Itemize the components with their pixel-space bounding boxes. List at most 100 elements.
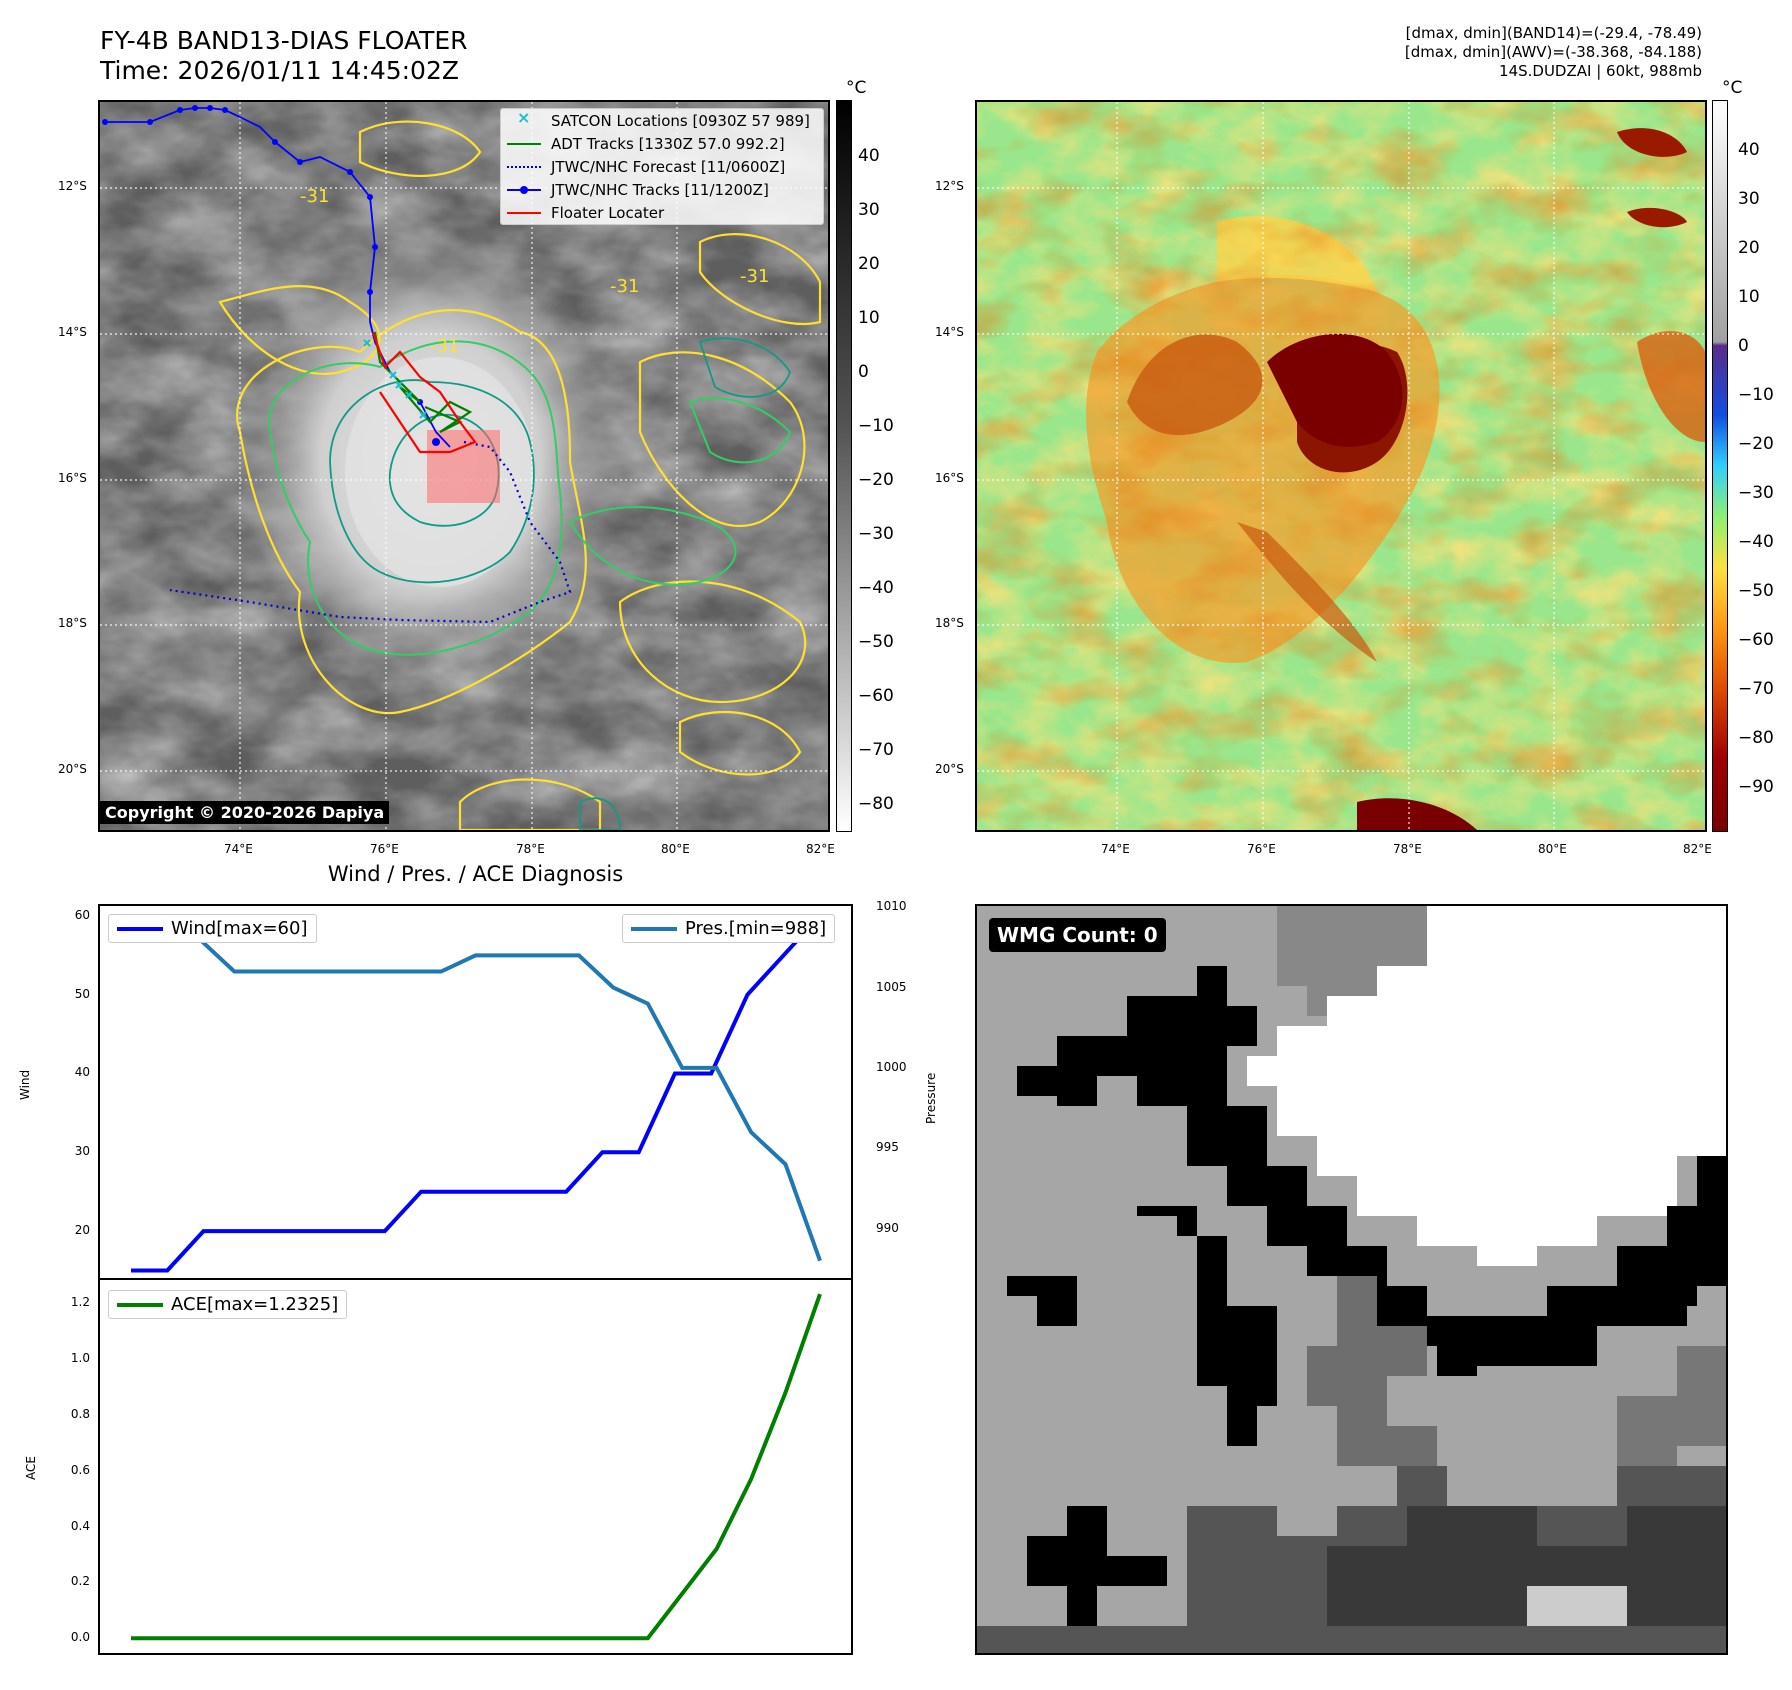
- dotted-line-icon: [507, 160, 541, 174]
- colorbar-tick: −40: [1738, 532, 1774, 552]
- colorbar-tick: −20: [1738, 434, 1774, 454]
- pressure-legend: Pres.[min=988]: [622, 914, 836, 943]
- axis-tick: 0.4: [70, 1518, 90, 1533]
- ir-map-panel: -31 -31 -31 -31 ×: [98, 100, 830, 832]
- map-legend: × SATCON Locations [0930Z 57 989] ADT Tr…: [500, 108, 824, 225]
- colorbar-tick: 20: [858, 254, 880, 274]
- colorbar-tick: −60: [858, 686, 894, 706]
- storm-info: [dmax, dmin](BAND14)=(-29.4, -78.49) [dm…: [1405, 24, 1702, 81]
- axis-tick: 20: [74, 1223, 90, 1238]
- contour-green: [268, 340, 792, 656]
- colorbar-tick: −60: [1738, 630, 1774, 650]
- colorbar-tick: −80: [858, 794, 894, 814]
- title-line-1: FY-4B BAND13-DIAS FLOATER: [100, 26, 468, 55]
- colorbar-tick: −80: [1738, 728, 1774, 748]
- pressure-axis-label: Pressure: [924, 1072, 938, 1124]
- lat-label: 16°S: [935, 471, 964, 485]
- satcon-points: [363, 339, 427, 419]
- lon-label: 82°E: [1683, 842, 1712, 856]
- colorbar-tick: −70: [858, 740, 894, 760]
- axis-tick: 1005: [876, 979, 907, 994]
- copyright-label: Copyright © 2020-2026 Dapiya: [100, 801, 390, 824]
- axis-tick: 0.0: [70, 1630, 90, 1645]
- colorbar-tick: −90: [1738, 777, 1774, 797]
- solid-line-icon: [507, 137, 541, 151]
- colorbar-tick: −40: [858, 578, 894, 598]
- contour-label-2: -31: [740, 266, 769, 287]
- line-dot-icon: [507, 183, 541, 197]
- colorbar-tick: 40: [1738, 140, 1760, 160]
- axis-tick: 990: [876, 1220, 899, 1235]
- axis-tick: 1010: [876, 899, 907, 914]
- plot-frame: [98, 904, 853, 1280]
- info-line-3: 14S.DUDZAI | 60kt, 988mb: [1499, 62, 1702, 80]
- colorbar-tick: 0: [858, 362, 869, 382]
- ace-axis-label: ACE: [24, 1456, 38, 1480]
- colorbar-tick: −30: [858, 524, 894, 544]
- wv-colorbar: [1712, 100, 1728, 832]
- jtwc-forecast-line: [169, 440, 572, 624]
- floater-locater-line: [371, 331, 477, 454]
- lon-label: 80°E: [661, 842, 690, 856]
- axis-tick: 1.0: [70, 1350, 90, 1365]
- series-line-0: [131, 1293, 822, 1641]
- lat-label: 16°S: [58, 471, 87, 485]
- wv-map-panel: [975, 100, 1707, 832]
- contour-label-3: -31: [610, 276, 639, 297]
- axis-tick: 40: [74, 1065, 90, 1080]
- colorbar-tick: 40: [858, 146, 880, 166]
- lon-label: 74°E: [1101, 842, 1130, 856]
- lat-label: 20°S: [58, 762, 87, 776]
- axis-tick: 0.2: [70, 1574, 90, 1589]
- series-line-1: [131, 921, 822, 1262]
- green-line-icon: [117, 1302, 163, 1307]
- lat-label: 12°S: [58, 179, 87, 193]
- plot-frame: [98, 1278, 853, 1655]
- wmg-grid-image: [977, 906, 1726, 1653]
- colorbar-tick: 10: [1738, 287, 1760, 307]
- ir-colorbar: [836, 100, 852, 832]
- colorbar-tick: 20: [1738, 238, 1760, 258]
- lat-label: 12°S: [935, 179, 964, 193]
- axis-tick: 30: [74, 1144, 90, 1159]
- legend-item-forecast: JTWC/NHC Forecast [11/0600Z]: [501, 155, 823, 178]
- lon-label: 78°E: [516, 842, 545, 856]
- wmg-panel: WMG Count: 0: [975, 904, 1728, 1655]
- legend-item-adt: ADT Tracks [1330Z 57.0 992.2]: [501, 132, 823, 155]
- axis-tick: 1.2: [70, 1295, 90, 1310]
- series-line-0: [131, 914, 822, 1273]
- contour-yellow: [218, 120, 822, 830]
- title-line-2: Time: 2026/01/11 14:45:02Z: [100, 56, 459, 85]
- lon-label: 82°E: [806, 842, 835, 856]
- wind-legend: Wind[max=60]: [108, 914, 317, 943]
- axis-tick: 50: [74, 986, 90, 1001]
- contour-label-1: -31: [300, 186, 329, 207]
- lat-label: 14°S: [935, 325, 964, 339]
- colorbar-tick: 10: [858, 308, 880, 328]
- colorbar-tick: −10: [858, 416, 894, 436]
- colorbar-tick: −50: [858, 632, 894, 652]
- colorbar-tick: −20: [858, 470, 894, 490]
- wv-colorbar-unit: °C: [1722, 78, 1743, 98]
- axis-tick: 0.6: [70, 1462, 90, 1477]
- diagnosis-title: Wind / Pres. / ACE Diagnosis: [327, 862, 624, 886]
- solid-line-icon: [507, 206, 541, 220]
- wind-axis-label: Wind: [18, 1069, 32, 1100]
- info-line-2: [dmax, dmin](AWV)=(-38.368, -84.188): [1404, 43, 1702, 61]
- jtwc-track-line: [105, 107, 451, 448]
- axis-tick: 995: [876, 1140, 899, 1155]
- lat-label: 18°S: [935, 616, 964, 630]
- contour-label-4: -31: [430, 336, 459, 357]
- jtwc-track-points: [102, 105, 440, 446]
- lon-label: 80°E: [1538, 842, 1567, 856]
- axis-tick: 1000: [876, 1059, 907, 1074]
- legend-item-jtwc-track: JTWC/NHC Tracks [11/1200Z]: [501, 178, 823, 201]
- wv-map-image: [977, 102, 1705, 830]
- colorbar-tick: −70: [1738, 679, 1774, 699]
- colorbar-tick: −50: [1738, 581, 1774, 601]
- colorbar-tick: 0: [1738, 336, 1749, 356]
- lat-label: 20°S: [935, 762, 964, 776]
- lon-label: 74°E: [224, 842, 253, 856]
- legend-item-satcon: × SATCON Locations [0930Z 57 989]: [501, 108, 823, 132]
- lat-label: 14°S: [58, 325, 87, 339]
